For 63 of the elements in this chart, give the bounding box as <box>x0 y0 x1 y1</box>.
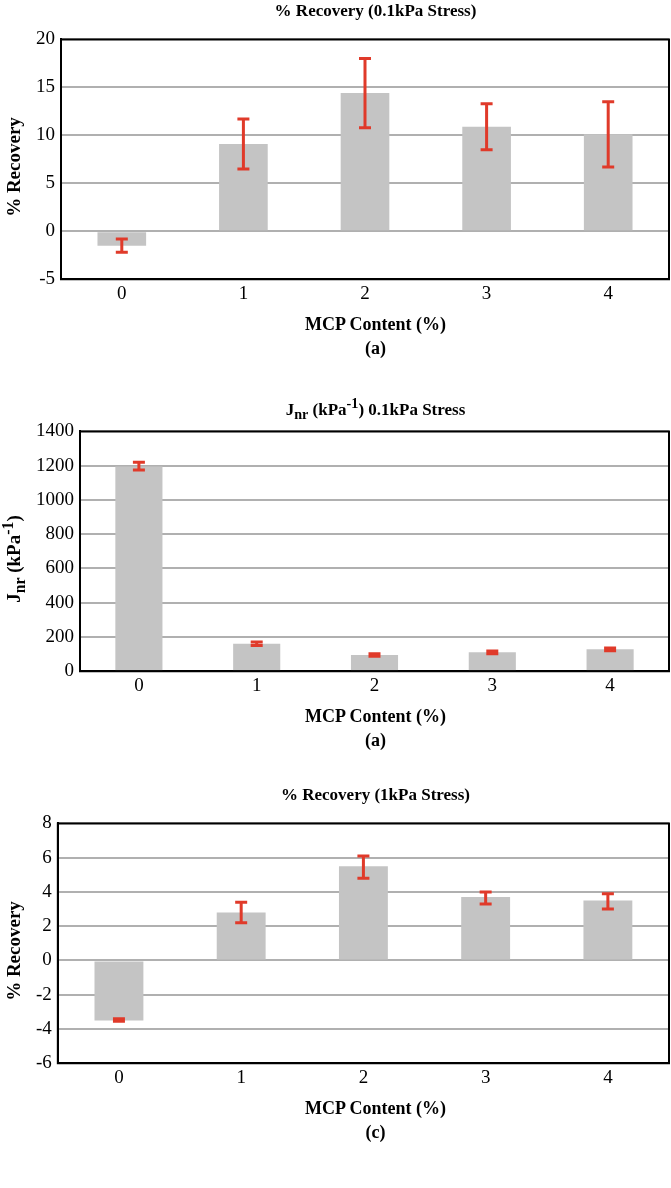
y-tick-label: 1400 <box>36 419 74 441</box>
bar <box>94 961 144 1021</box>
x-tick-label: 2 <box>369 673 380 695</box>
bar <box>219 143 268 231</box>
bar <box>583 900 633 960</box>
bar <box>115 466 163 671</box>
y-tick-label: 1000 <box>36 487 74 509</box>
x-tick-label: 0 <box>114 1065 124 1087</box>
y-tick-label: 200 <box>45 624 74 646</box>
y-tick-label: 0 <box>42 948 52 970</box>
x-tick-label: 4 <box>603 1065 614 1087</box>
y-tick-label: 1200 <box>36 453 74 475</box>
y-tick-label: 0 <box>64 659 74 681</box>
chart-title: J$_{nr}$ (kPa$^{-1}$) 0.1kPa Stress <box>284 394 467 423</box>
bar <box>462 126 511 231</box>
y-tick-label: -2 <box>36 982 52 1004</box>
y-tick-label: 400 <box>45 590 74 612</box>
y-tick-label: 800 <box>45 522 74 544</box>
bar <box>350 654 399 671</box>
chart-title: % Recovery (1kPa Stress) <box>280 784 471 806</box>
x-tick-label: 2 <box>358 1065 369 1087</box>
y-tick-label: -5 <box>39 267 55 289</box>
text: (a) <box>364 337 387 360</box>
bar <box>338 866 388 960</box>
x-axis-title: MCP Content (%) <box>304 705 447 728</box>
bar <box>583 134 633 231</box>
y-axis-title: % Recovery <box>3 117 25 217</box>
x-axis-title: MCP Content (%) <box>304 1097 447 1120</box>
y-tick-label: 15 <box>36 75 55 97</box>
y-tick-label: 600 <box>45 556 74 578</box>
y-tick-label: 2 <box>42 914 52 936</box>
x-tick-label: 3 <box>480 1065 491 1087</box>
y-tick-label: 20 <box>36 27 55 49</box>
bar <box>97 232 147 246</box>
x-tick-label: 3 <box>481 281 492 303</box>
x-tick-label: 0 <box>134 673 144 695</box>
y-tick-label: -6 <box>36 1051 52 1073</box>
x-tick-label: 4 <box>603 281 614 303</box>
x-tick-label: 2 <box>360 281 370 303</box>
x-tick-label: 4 <box>605 673 616 695</box>
x-tick-label: 0 <box>117 281 127 303</box>
bar <box>468 652 516 671</box>
x-tick-label: 3 <box>487 673 498 695</box>
y-axis-title: % Recovery <box>3 901 25 1001</box>
y-tick-label: 10 <box>36 123 55 145</box>
x-tick-label: 1 <box>238 281 249 303</box>
y-tick-label: 0 <box>45 219 55 241</box>
chart-title: % Recovery (0.1kPa Stress) <box>273 0 478 22</box>
y-tick-label: 5 <box>45 171 55 193</box>
bar <box>233 643 281 671</box>
bar <box>586 649 634 671</box>
bar <box>340 93 390 231</box>
bar <box>461 897 511 960</box>
x-tick-label: 1 <box>251 673 262 695</box>
x-tick-label: 1 <box>236 1065 246 1087</box>
y-tick-label: 8 <box>42 811 52 833</box>
y-tick-label: 6 <box>42 845 52 867</box>
text: (a) <box>364 729 387 752</box>
text: (c) <box>364 1121 387 1144</box>
bar <box>216 912 266 960</box>
x-axis-title: MCP Content (%) <box>304 313 447 336</box>
y-tick-label: -4 <box>36 1016 53 1038</box>
y-tick-label: 4 <box>42 879 53 901</box>
